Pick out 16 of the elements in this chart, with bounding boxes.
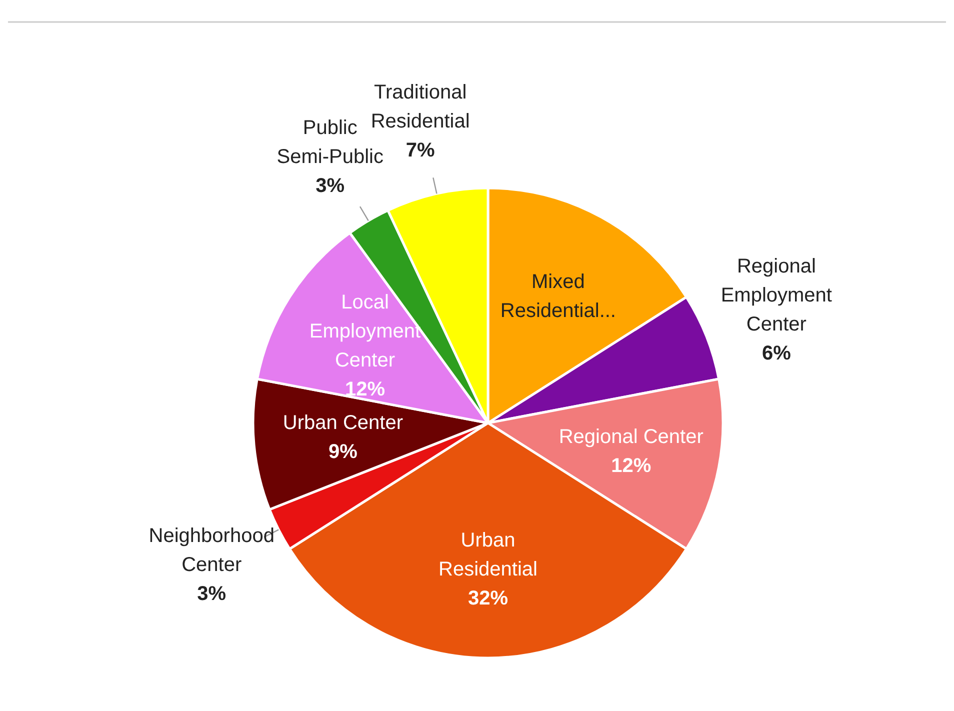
slice-label: Local Employment Center (309, 291, 421, 372)
data-label: 12% (611, 454, 652, 477)
data-label: 12% (344, 378, 386, 400)
slice-label: Neighborhood Center (148, 524, 274, 576)
slice-label: Regional Center (558, 426, 704, 448)
slice-label: Traditional Residential (370, 81, 470, 132)
slice-label: Urban Center (282, 412, 404, 434)
data-label: 3% (197, 582, 226, 605)
slice-label: Regional Employment Center (720, 255, 832, 336)
data-label: 6% (762, 342, 792, 364)
data-label: 7% (406, 139, 435, 162)
data-label: 9% (328, 441, 358, 464)
data-label: 3% (316, 175, 345, 197)
slice-label: Urban Residential (438, 530, 538, 581)
data-label: 32% (468, 588, 508, 610)
slice-label: Mixed Residential... (500, 270, 616, 322)
